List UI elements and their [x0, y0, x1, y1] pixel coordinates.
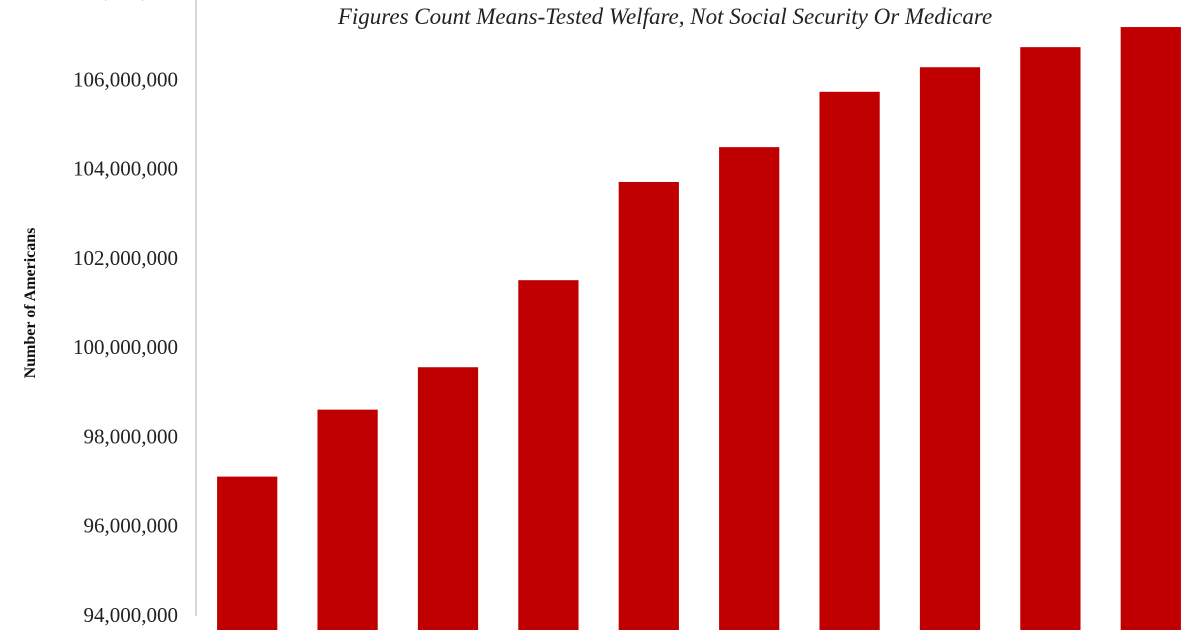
bar — [1120, 27, 1181, 630]
bar — [919, 67, 981, 630]
bar — [618, 181, 679, 630]
y-tick-label: 94,000,000 — [84, 603, 179, 627]
bar — [317, 409, 378, 630]
y-axis-title: Number of Americans — [22, 228, 39, 379]
bar — [417, 367, 479, 630]
y-tick-label: 98,000,000 — [84, 424, 179, 448]
bars — [217, 27, 1181, 630]
bar — [1020, 47, 1081, 630]
chart-subtitle: Figures Count Means-Tested Welfare, Not … — [337, 4, 992, 29]
bar — [719, 147, 780, 630]
bar — [217, 476, 278, 630]
y-tick-label: 104,000,000 — [73, 157, 178, 181]
bar — [518, 280, 579, 630]
y-tick-label: 100,000,000 — [73, 335, 178, 359]
bar — [819, 91, 880, 630]
y-tick-label: 108,000,000 — [73, 0, 178, 2]
y-tick-label: 96,000,000 — [84, 514, 179, 538]
y-tick-label: 102,000,000 — [73, 246, 178, 270]
y-tick-label: 106,000,000 — [73, 67, 178, 91]
y-tick-labels: 94,000,000 96,000,000 98,000,000 100,000,00… — [73, 0, 178, 627]
